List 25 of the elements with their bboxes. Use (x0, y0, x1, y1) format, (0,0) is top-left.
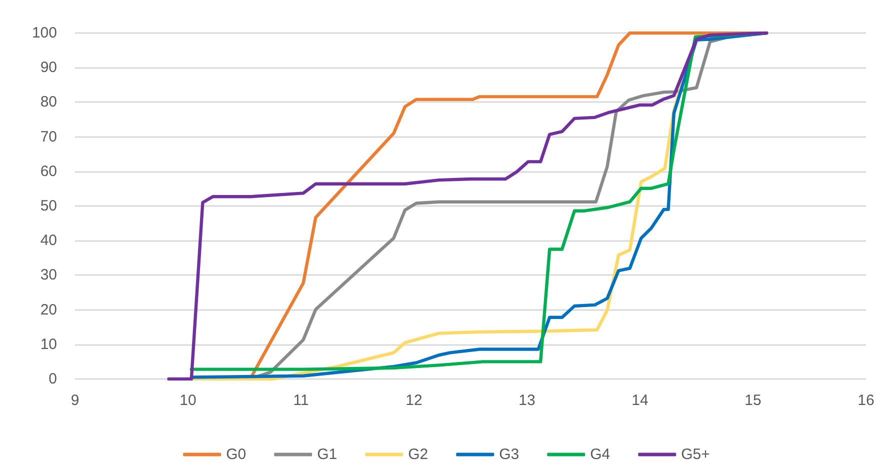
y-tick-label: 100 (32, 24, 57, 42)
x-tick-label: 13 (518, 392, 536, 409)
x-tick-label: 11 (293, 392, 309, 409)
y-tick-label: 90 (40, 59, 57, 76)
legend-label: G1 (317, 446, 338, 463)
y-tick-label: 60 (40, 162, 57, 180)
x-tick-label: 16 (858, 392, 874, 409)
y-tick-label: 20 (40, 301, 57, 318)
y-tick-label: 80 (40, 94, 57, 111)
y-tick-label: 10 (40, 336, 57, 353)
x-tick-label: 15 (744, 392, 762, 409)
y-tick-label: 30 (40, 266, 57, 284)
x-tick-label: 9 (70, 392, 80, 409)
y-tick-label: 50 (40, 198, 57, 214)
y-tick-label: 70 (40, 128, 57, 146)
legend-label: G0 (226, 446, 246, 463)
x-tick-label: 10 (180, 392, 196, 409)
legend-label: G5+ (681, 446, 710, 463)
x-tick-label: 14 (632, 392, 648, 409)
legend-label: G4 (590, 446, 610, 463)
legend-label: G3 (499, 446, 520, 463)
x-tick-label: 12 (406, 392, 422, 409)
legend-label: G2 (408, 446, 428, 463)
y-tick-label: 40 (40, 232, 57, 250)
y-tick-label: 0 (48, 370, 57, 388)
